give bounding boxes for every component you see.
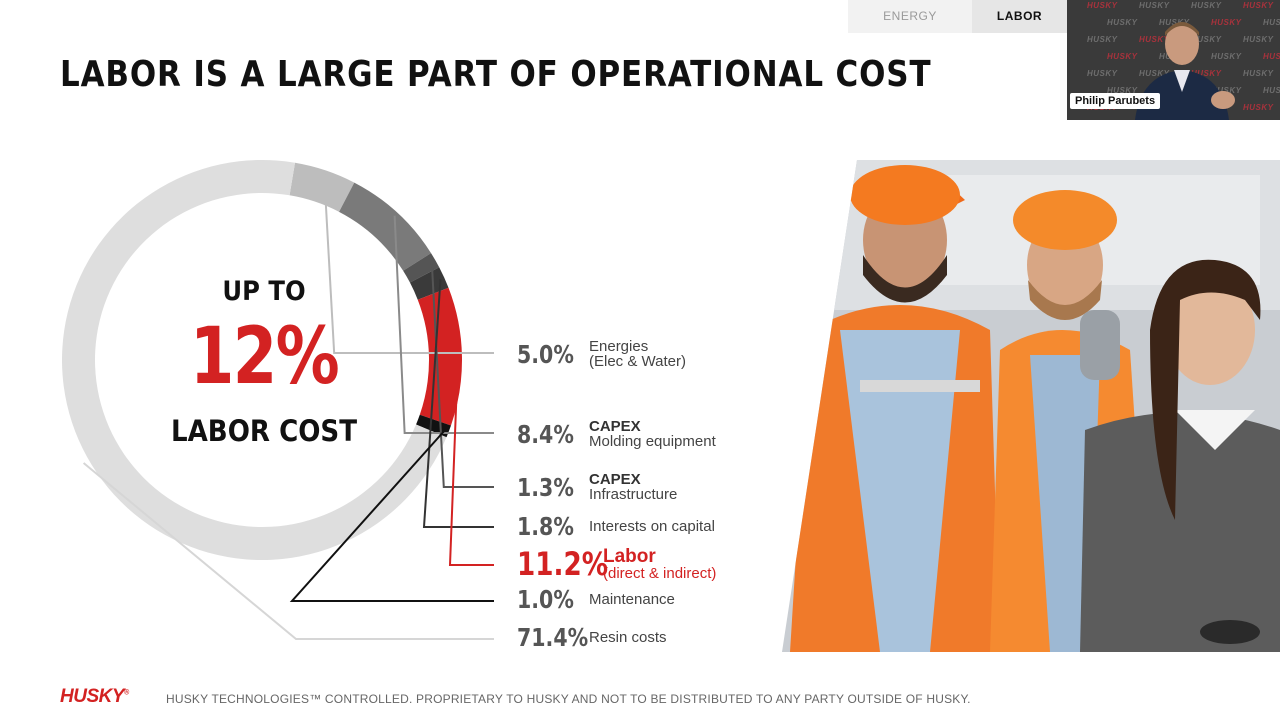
leader-line [82, 462, 494, 640]
tab-labor[interactable]: LABOR [972, 0, 1067, 33]
legend-pct: 11.2% [517, 545, 609, 583]
legend-pct: 8.4% [517, 419, 574, 449]
footer-disclaimer: HUSKY TECHNOLOGIES™ CONTROLLED. PROPRIET… [166, 692, 971, 706]
watermark-text: HUSKY [1211, 86, 1242, 95]
watermark-text: HUSKY [1107, 52, 1138, 61]
watermark-text: HUSKY [1087, 69, 1118, 78]
husky-logo: HUSKY® [60, 686, 129, 707]
section-tabs: ENERGY LABOR [848, 0, 1067, 33]
legend-label: Energies (Elec & Water) [589, 338, 686, 370]
leader-line [289, 429, 494, 602]
tab-energy[interactable]: ENERGY [848, 0, 972, 33]
donut-slice [416, 414, 451, 438]
donut-slice [339, 182, 432, 271]
donut-slice [417, 287, 463, 426]
watermark-text: HUSKY [1211, 52, 1242, 61]
donut-slice [409, 267, 449, 300]
donut-slice [403, 253, 440, 283]
legend-label: CAPEX Infrastructure [589, 471, 678, 503]
legend-label: CAPEX Molding equipment [589, 418, 716, 450]
legend-pct: 1.8% [517, 512, 574, 541]
legend-label: Resin costs [589, 629, 667, 646]
legend-row-capex-molding: 8.4% CAPEX Molding equipment [517, 419, 716, 449]
watermark-text: HUSKY [1087, 1, 1118, 10]
watermark-text: HUSKY [1263, 18, 1280, 27]
leader-line [323, 174, 494, 354]
watermark-text: HUSKY [1243, 69, 1274, 78]
cost-donut-chart [62, 159, 494, 640]
watermark-text: HUSKY [1243, 1, 1274, 10]
ring-label-percent: 12% [189, 312, 340, 402]
legend-label: Interests on capital [589, 518, 715, 535]
legend-pct: 1.3% [517, 472, 574, 502]
presenter-video[interactable]: HUSKYHUSKYHUSKYHUSKYHUSKYHUSKYHUSKYHUSKY… [1067, 0, 1280, 120]
watermark-text: HUSKY [1107, 86, 1138, 95]
watermark-text: HUSKY [1191, 35, 1222, 44]
leader-line [393, 215, 494, 434]
watermark-text: HUSKY [1191, 1, 1222, 10]
watermark-text: HUSKY [1263, 86, 1280, 95]
watermark-text: HUSKY [1139, 1, 1170, 10]
slide-title: LABOR IS A LARGE PART OF OPERATIONAL COS… [60, 54, 932, 95]
legend-pct: 5.0% [517, 339, 574, 369]
watermark-text: HUSKY [1263, 52, 1280, 61]
legend-label: Maintenance [589, 591, 675, 608]
legend-row-labor: 11.2% Labor (direct & indirect) [517, 545, 716, 583]
ring-label-up-to: UP TO [222, 276, 306, 307]
donut-slice [289, 162, 355, 212]
legend-row-maintenance: 1.0% Maintenance [517, 585, 675, 614]
watermark-text: HUSKY [1107, 18, 1138, 27]
watermark-text: HUSKY [1139, 35, 1170, 44]
ring-label-labor-cost: LABOR COST [170, 414, 358, 448]
watermark-text: HUSKY [1243, 103, 1274, 112]
watermark-text: HUSKY [1087, 35, 1118, 44]
legend-row-capex-infrastructure: 1.3% CAPEX Infrastructure [517, 472, 677, 502]
watermark-text: HUSKY [1243, 35, 1274, 44]
legend-pct: 1.0% [517, 585, 574, 614]
legend-pct: 71.4% [517, 623, 589, 652]
watermark-text: HUSKY [1159, 18, 1190, 27]
legend-row-resin: 71.4% Resin costs [517, 623, 667, 652]
legend-label: Labor (direct & indirect) [603, 545, 717, 582]
participant-name-tag: Philip Parubets [1070, 93, 1161, 109]
legend-row-interests: 1.8% Interests on capital [517, 512, 715, 541]
watermark-text: HUSKY [1191, 69, 1222, 78]
watermark-text: HUSKY [1139, 69, 1170, 78]
watermark-text: HUSKY [1211, 18, 1242, 27]
legend-row-energies: 5.0% Energies (Elec & Water) [517, 339, 686, 369]
leader-line [422, 278, 494, 528]
leader-line [448, 356, 494, 566]
